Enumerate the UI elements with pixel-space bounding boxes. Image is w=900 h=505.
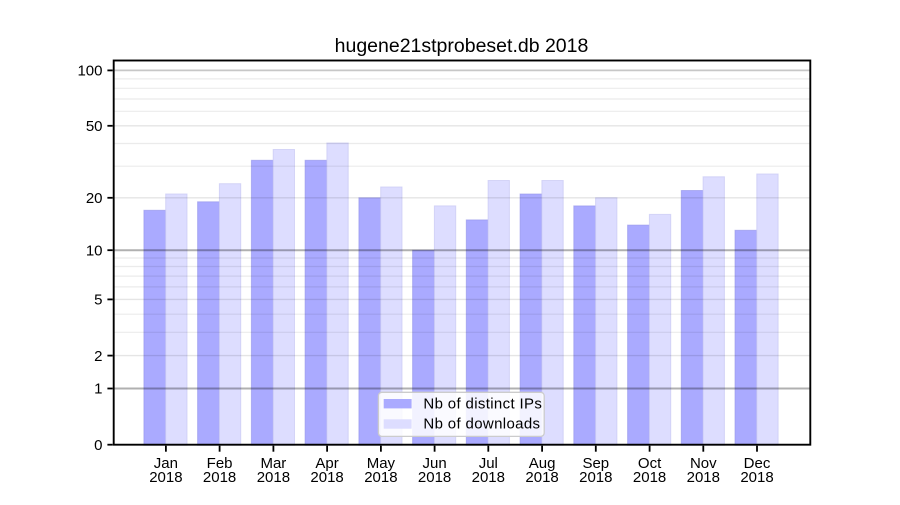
svg-text:Jun: Jun <box>423 455 447 472</box>
svg-text:Jul: Jul <box>479 455 498 472</box>
svg-text:0: 0 <box>94 437 102 454</box>
svg-text:2: 2 <box>94 348 102 365</box>
svg-text:2018: 2018 <box>472 469 505 486</box>
svg-text:Aug: Aug <box>529 455 556 472</box>
svg-text:hugene21stprobeset.db 2018: hugene21stprobeset.db 2018 <box>335 35 589 57</box>
svg-text:1: 1 <box>94 381 102 398</box>
svg-text:Feb: Feb <box>207 455 233 472</box>
svg-text:2018: 2018 <box>149 469 182 486</box>
svg-text:May: May <box>367 455 396 472</box>
svg-text:20: 20 <box>86 190 103 207</box>
svg-text:5: 5 <box>94 292 102 309</box>
svg-text:Oct: Oct <box>638 455 662 472</box>
svg-text:2018: 2018 <box>257 469 290 486</box>
svg-text:2018: 2018 <box>364 469 397 486</box>
svg-text:10: 10 <box>86 242 103 259</box>
svg-text:Dec: Dec <box>744 455 771 472</box>
svg-text:Apr: Apr <box>315 455 338 472</box>
svg-text:100: 100 <box>77 63 102 80</box>
svg-text:Nov: Nov <box>690 455 717 472</box>
svg-text:2018: 2018 <box>633 469 666 486</box>
svg-text:2018: 2018 <box>740 469 773 486</box>
svg-text:2018: 2018 <box>418 469 451 486</box>
svg-text:2018: 2018 <box>687 469 720 486</box>
svg-text:2018: 2018 <box>579 469 612 486</box>
svg-text:2018: 2018 <box>203 469 236 486</box>
svg-text:Nb of distinct IPs: Nb of distinct IPs <box>423 395 542 412</box>
svg-text:Jan: Jan <box>154 455 178 472</box>
svg-text:2018: 2018 <box>525 469 558 486</box>
svg-text:50: 50 <box>86 118 103 135</box>
svg-text:Mar: Mar <box>260 455 286 472</box>
svg-text:Sep: Sep <box>582 455 609 472</box>
svg-text:2018: 2018 <box>310 469 343 486</box>
svg-text:Nb of downloads: Nb of downloads <box>423 416 540 433</box>
